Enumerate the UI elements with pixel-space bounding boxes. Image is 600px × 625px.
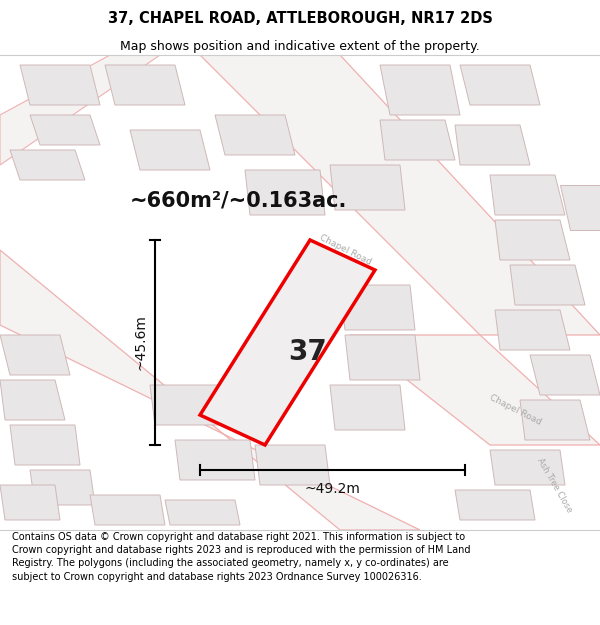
Polygon shape [455, 490, 535, 520]
Polygon shape [30, 115, 100, 145]
Text: Contains OS data © Crown copyright and database right 2021. This information is : Contains OS data © Crown copyright and d… [12, 532, 470, 581]
Polygon shape [560, 185, 600, 230]
Text: Chapel Road: Chapel Road [488, 393, 542, 427]
Polygon shape [30, 470, 95, 505]
Polygon shape [10, 150, 85, 180]
Polygon shape [0, 485, 60, 520]
Polygon shape [215, 115, 295, 155]
Polygon shape [380, 120, 455, 160]
Polygon shape [460, 65, 540, 105]
Polygon shape [175, 440, 255, 480]
Polygon shape [510, 265, 585, 305]
Text: 37: 37 [288, 339, 327, 366]
Polygon shape [130, 130, 210, 170]
Text: 37, CHAPEL ROAD, ATTLEBOROUGH, NR17 2DS: 37, CHAPEL ROAD, ATTLEBOROUGH, NR17 2DS [107, 11, 493, 26]
Polygon shape [105, 65, 185, 105]
Text: ~45.6m: ~45.6m [133, 314, 147, 371]
Polygon shape [345, 335, 420, 380]
Text: Ash Tree Close: Ash Tree Close [536, 456, 574, 514]
Polygon shape [330, 165, 405, 210]
Polygon shape [90, 495, 165, 525]
Polygon shape [255, 445, 330, 485]
Polygon shape [490, 175, 565, 215]
Text: ~660m²/~0.163ac.: ~660m²/~0.163ac. [130, 190, 347, 210]
Polygon shape [530, 355, 600, 395]
Polygon shape [245, 170, 325, 215]
Polygon shape [495, 220, 570, 260]
Polygon shape [200, 55, 600, 335]
Polygon shape [330, 385, 405, 430]
Polygon shape [495, 310, 570, 350]
Polygon shape [20, 65, 100, 105]
Polygon shape [150, 385, 225, 425]
Polygon shape [165, 500, 240, 525]
Text: ~49.2m: ~49.2m [305, 482, 361, 496]
Polygon shape [10, 425, 80, 465]
Polygon shape [455, 125, 530, 165]
Polygon shape [0, 55, 160, 165]
Polygon shape [0, 250, 420, 530]
Polygon shape [350, 335, 600, 445]
Text: Chapel Road: Chapel Road [317, 233, 373, 267]
Polygon shape [340, 285, 415, 330]
Polygon shape [380, 65, 460, 115]
Polygon shape [0, 380, 65, 420]
Text: Map shows position and indicative extent of the property.: Map shows position and indicative extent… [120, 39, 480, 52]
Polygon shape [490, 450, 565, 485]
Polygon shape [520, 400, 590, 440]
Polygon shape [200, 240, 375, 445]
Polygon shape [0, 335, 70, 375]
